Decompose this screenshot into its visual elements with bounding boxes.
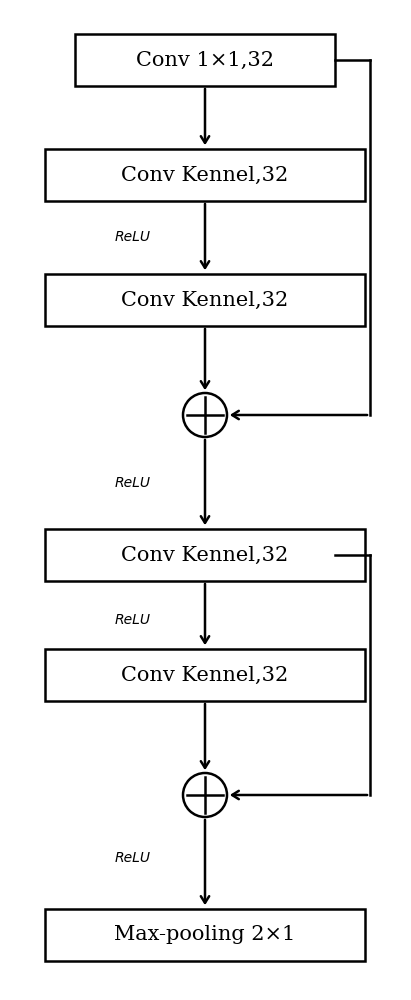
Bar [75,34,335,86]
Text: Conv Kennel,32: Conv Kennel,32 [121,666,289,684]
Bar [45,529,365,581]
Text: Conv Kennel,32: Conv Kennel,32 [121,165,289,184]
Text: Conv Kennel,32: Conv Kennel,32 [121,290,289,310]
Text: ReLU: ReLU [115,613,151,627]
Text: Max-pooling 2×1: Max-pooling 2×1 [114,926,296,944]
Circle shape [183,773,227,817]
Bar [45,649,365,701]
Text: ReLU: ReLU [115,851,151,865]
Bar [45,149,365,201]
Bar [45,274,365,326]
Bar [45,909,365,961]
Text: ReLU: ReLU [115,476,151,490]
Text: Conv 1×1,32: Conv 1×1,32 [136,50,274,70]
Text: ReLU: ReLU [115,230,151,244]
Circle shape [183,393,227,437]
Text: Conv Kennel,32: Conv Kennel,32 [121,546,289,564]
